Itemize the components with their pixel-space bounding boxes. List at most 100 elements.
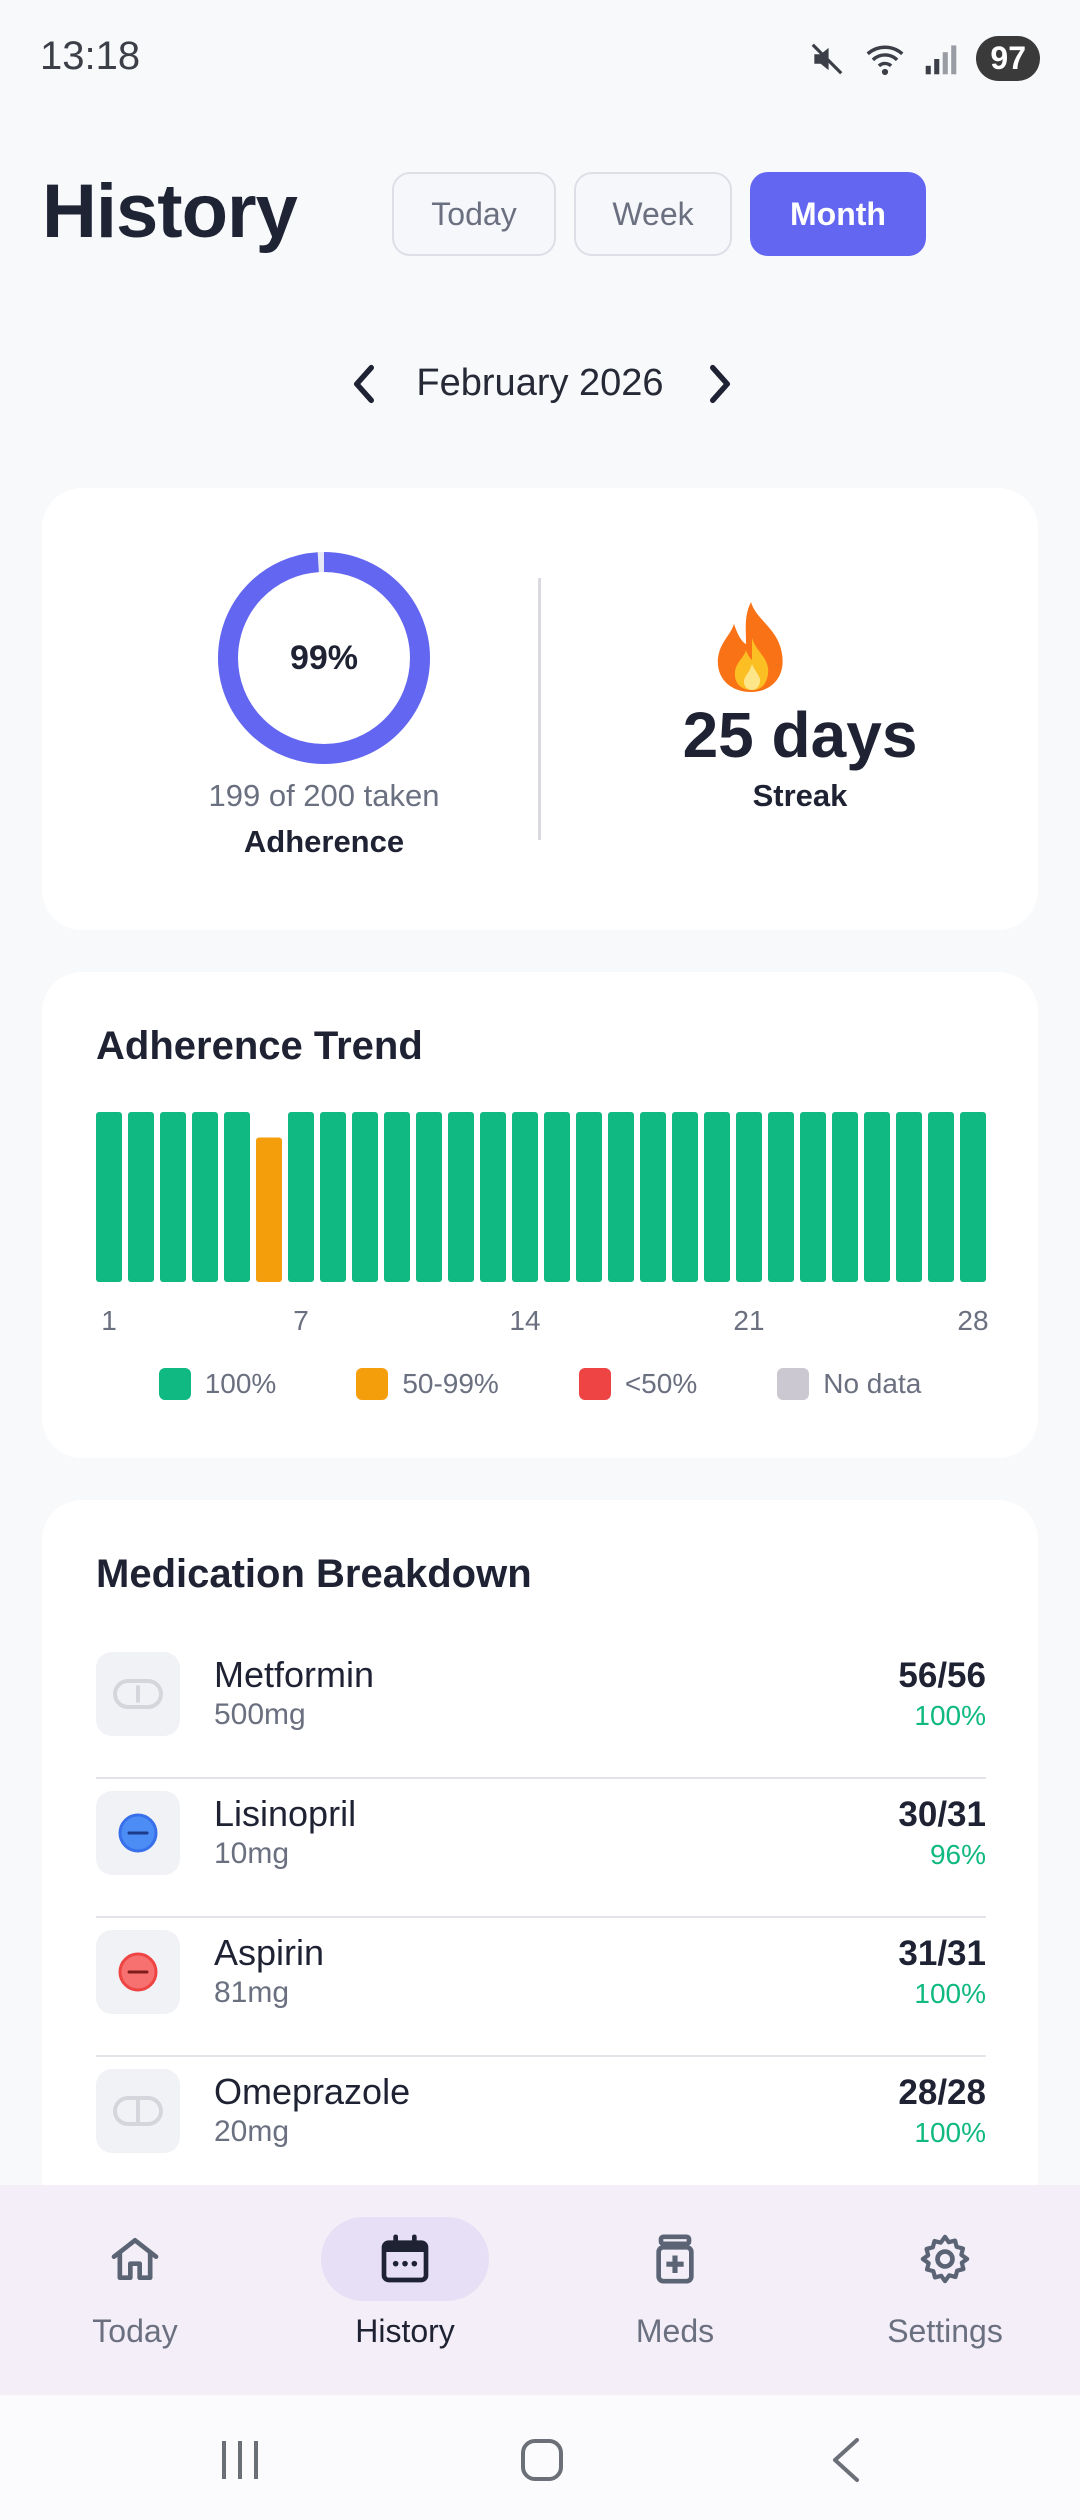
recent-apps-icon	[222, 2441, 258, 2479]
next-month-button[interactable]	[694, 358, 746, 410]
medication-row-lisinopril[interactable]: Lisinopril 10mg 30/31 96%	[96, 1779, 986, 1918]
nav-icon-container	[51, 2217, 219, 2301]
nav-label: Today	[92, 2313, 178, 2349]
medication-breakdown-card: Medication Breakdown Metformin 500mg 56/…	[42, 1500, 1038, 2220]
legend-label: 50-99%	[402, 1368, 499, 1399]
medication-percent: 100%	[914, 1700, 986, 1731]
summary-card: 99% 199 of 200 taken Adherence 25 days S…	[42, 488, 1038, 930]
medication-dose: 10mg	[214, 1837, 290, 1870]
legend-swatch	[356, 1368, 389, 1400]
legend-swatch	[158, 1368, 191, 1400]
taken-count: 199 of 200 taken	[208, 778, 440, 813]
month-label: February 2026	[416, 362, 664, 404]
capsule-icon	[96, 1652, 180, 1736]
medication-percent: 100%	[914, 1978, 986, 2009]
status-bar: 13:18 97	[0, 0, 1080, 115]
nav-item-meds[interactable]: Meds	[540, 2185, 810, 2395]
month-navigator: February 2026	[0, 350, 1080, 420]
legend-swatch	[777, 1368, 810, 1400]
page-title: History	[42, 169, 298, 254]
chevron-left-icon	[353, 364, 374, 404]
x-tick-label: 7	[293, 1305, 309, 1336]
capsule-icon	[96, 2069, 180, 2153]
medication-dose: 20mg	[214, 2115, 290, 2148]
trend-bar-day-26	[896, 1112, 922, 1282]
trend-bar-day-25	[864, 1112, 890, 1282]
tab-week[interactable]: Week	[574, 172, 732, 256]
adherence-ring: 99%	[208, 542, 440, 774]
adherence-label: Adherence	[243, 824, 405, 859]
adherence-trend-card: Adherence Trend 1 7 14 21 28 100% 50-99% <50…	[42, 972, 1038, 1458]
home-button-icon	[521, 2439, 563, 2481]
nav-label: History	[355, 2313, 455, 2349]
medication-percent: 96%	[929, 1839, 986, 1870]
medication-count: 30/31	[898, 1795, 986, 1834]
adherence-ring-progress	[218, 552, 430, 764]
trend-bar-day-12	[448, 1112, 474, 1282]
trend-bar-day-1	[96, 1112, 122, 1282]
nav-icon-container	[861, 2217, 1029, 2301]
trend-bar-day-27	[928, 1112, 954, 1282]
tablet-icon	[96, 1791, 180, 1875]
medication-count: 28/28	[898, 2073, 986, 2112]
medication-row-omeprazole[interactable]: Omeprazole 20mg 28/28 100%	[96, 2057, 986, 2196]
medication-row-aspirin[interactable]: Aspirin 81mg 31/31 100%	[96, 1918, 986, 2057]
trend-bar-day-16	[576, 1112, 602, 1282]
trend-bar-day-24	[832, 1112, 858, 1282]
status-time: 13:18	[40, 34, 141, 78]
streak-value: 25 days	[682, 699, 918, 771]
previous-month-button[interactable]	[338, 358, 390, 410]
recent-apps-button[interactable]	[210, 2435, 270, 2485]
medication-row-metformin[interactable]: Metformin 500mg 56/56 100%	[96, 1640, 986, 1779]
legend-label: <50%	[624, 1368, 698, 1399]
trend-bar-day-6	[256, 1137, 282, 1282]
x-tick-label: 14	[509, 1305, 540, 1336]
x-tick-label: 1	[101, 1305, 117, 1336]
medication-name: Metformin	[214, 1654, 375, 1695]
nav-label: Meds	[635, 2313, 715, 2349]
medication-dose: 500mg	[214, 1698, 306, 1731]
gear-icon	[920, 2234, 970, 2284]
medication-name: Omeprazole	[214, 2071, 411, 2112]
legend-item-partial: 50-99%	[356, 1368, 499, 1400]
calendar-icon	[381, 2234, 429, 2283]
mute-icon	[812, 43, 843, 74]
system-navigation-bar	[0, 2395, 1080, 2520]
nav-item-history[interactable]: History	[270, 2185, 540, 2395]
trend-bar-day-13	[480, 1112, 506, 1282]
adherence-percent: 99%	[289, 638, 359, 677]
status-icons: 97	[808, 36, 1040, 81]
streak-label: Streak	[752, 778, 848, 813]
chevron-right-icon	[710, 364, 730, 404]
adherence-ring-chart	[218, 552, 430, 764]
signal-icon	[926, 44, 957, 74]
trend-bar-day-4	[192, 1112, 218, 1282]
trend-bar-day-3	[160, 1112, 186, 1282]
nav-item-settings[interactable]: Settings	[810, 2185, 1080, 2395]
trend-bar-day-10	[384, 1112, 410, 1282]
medication-list: Metformin 500mg 56/56 100% Lisinopril 10…	[96, 1640, 986, 2196]
summary-divider	[538, 578, 541, 840]
back-button[interactable]	[816, 2435, 876, 2485]
flame-icon	[717, 602, 783, 692]
legend-item-no-data: No data	[777, 1368, 921, 1400]
trend-bar-day-17	[608, 1112, 634, 1282]
legend-swatch	[578, 1368, 611, 1400]
trend-legend: 100% 50-99% <50% No data	[42, 1368, 1038, 1400]
tab-today[interactable]: Today	[392, 172, 556, 256]
trend-title: Adherence Trend	[96, 1024, 423, 1068]
trend-bar-day-28	[960, 1112, 986, 1282]
trend-bar-day-15	[544, 1112, 570, 1282]
tab-month[interactable]: Month	[750, 172, 926, 256]
home-button[interactable]	[512, 2435, 572, 2485]
trend-bar-day-18	[640, 1112, 666, 1282]
x-tick-label: 21	[733, 1305, 764, 1336]
legend-label: No data	[823, 1368, 922, 1399]
trend-bar-day-22	[768, 1112, 794, 1282]
medication-percent: 100%	[914, 2117, 986, 2148]
trend-bar-day-8	[320, 1112, 346, 1282]
nav-item-today[interactable]: Today	[0, 2185, 270, 2395]
battery-indicator: 97	[976, 36, 1040, 81]
medication-count: 31/31	[898, 1934, 986, 1973]
trend-bar-day-7	[288, 1112, 314, 1282]
